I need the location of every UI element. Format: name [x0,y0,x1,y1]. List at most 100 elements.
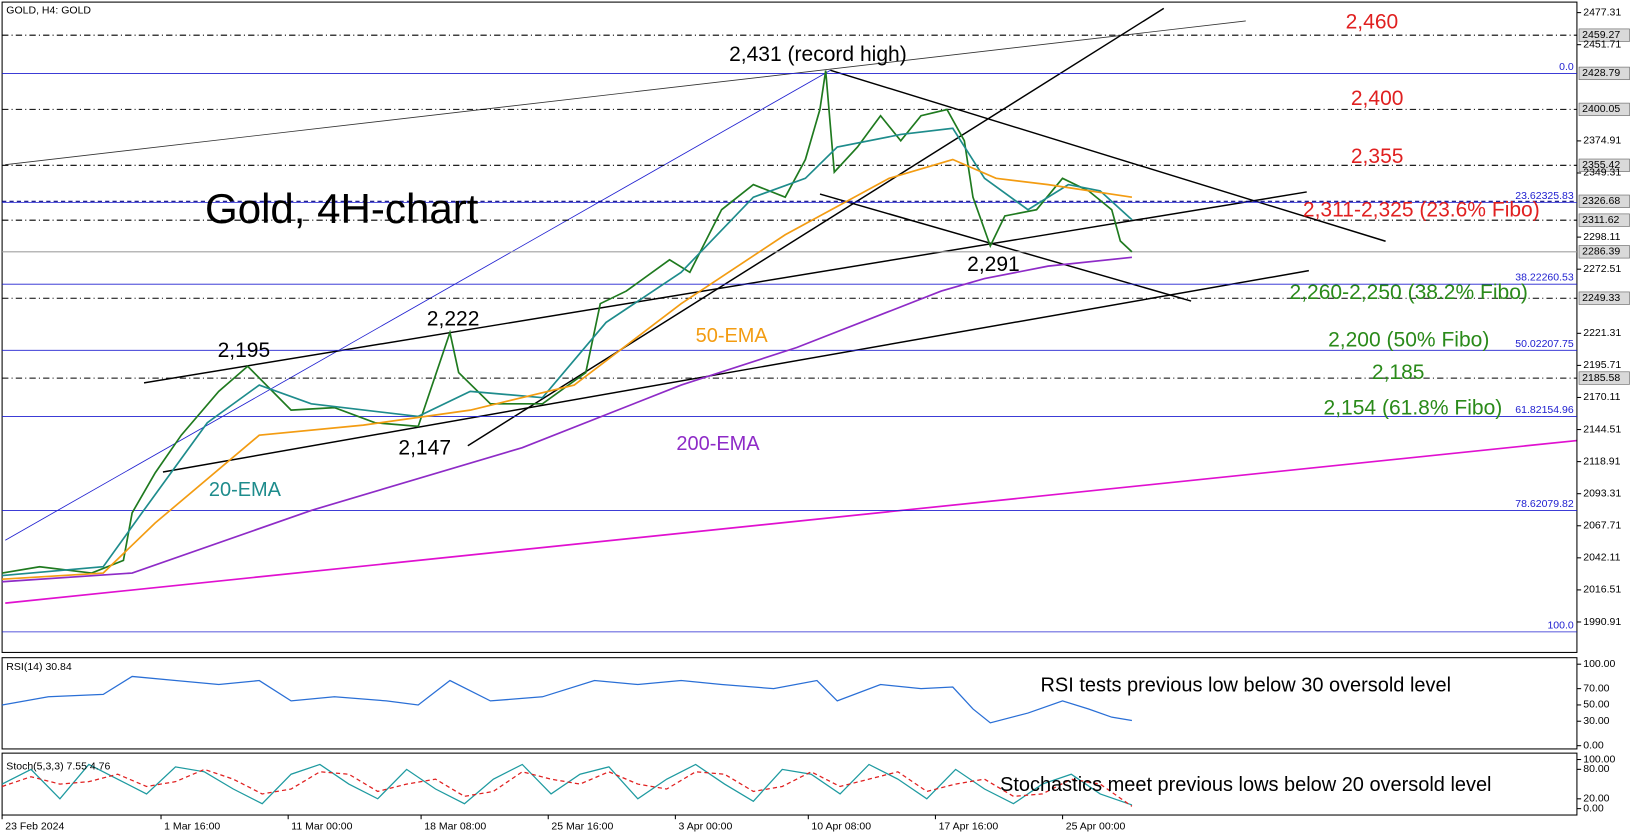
y-tick-label: 2451.71 [1583,38,1621,50]
y-tick-label: 2118.91 [1583,455,1620,467]
level-box [1578,291,1630,305]
y-tick-label: 0.00 [1583,802,1604,814]
series-line [2,127,1133,577]
chart-heading: Gold, 4H-chart [205,185,479,232]
level-box [1578,28,1630,42]
trendline [162,269,1309,473]
annotation: 2,291 [967,253,1020,276]
y-tick-label: 2374.91 [1583,135,1621,147]
series-label: 50-EMA [696,325,769,347]
y-tick-label: 2144.51 [1583,423,1621,435]
x-tick-label: 25 Apr 00:00 [1066,820,1126,832]
annotation: 2,154 (61.8% Fibo) [1324,397,1503,420]
level-box [1578,213,1630,227]
x-tick-label: 11 Mar 00:00 [291,820,352,832]
fibo-label: 61.82154.96 [1515,404,1574,416]
level-box [1578,66,1630,81]
y-tick-label: 100.00 [1583,658,1615,670]
y-tick-label: 2272.51 [1583,263,1621,275]
y-tick-label: 30.00 [1583,715,1609,727]
level-label: 2249.33 [1582,292,1620,304]
y-tick-label: 2298.11 [1583,231,1620,243]
y-tick-label: 2349.31 [1583,167,1621,179]
annotation: 2,200 (50% Fibo) [1328,328,1489,351]
series-line [1,763,1133,806]
y-tick-label: 2093.31 [1583,487,1621,499]
annotation: 2,431 (record high) [729,43,907,66]
y-tick-label: 2042.11 [1583,552,1620,564]
panel-note: RSI tests previous low below 30 oversold… [1041,674,1451,696]
annotation: 2,400 [1351,87,1404,110]
series-line [1,70,1133,574]
y-tick-label: 2067.71 [1583,520,1621,532]
y-tick-label: 2016.51 [1583,584,1621,596]
level-label: 2355.42 [1582,159,1620,171]
x-tick-label: 10 Apr 08:00 [811,820,871,832]
level-label: 2286.39 [1582,246,1620,258]
series-line [1,675,1133,724]
fibo-label: 78.62079.82 [1515,498,1574,510]
y-tick-label: 2477.31 [1583,6,1621,18]
trendline [143,191,1307,384]
panel-title: RSI(14) 30.84 [6,661,72,673]
level-box [1578,158,1630,172]
x-tick-label: 25 Mar 16:00 [551,820,613,832]
panel-note: Stochastics meet previous lows below 20 … [1000,774,1491,796]
x-tick-label: 17 Apr 16:00 [939,820,999,832]
fibo-label: 0.0 [1559,61,1574,73]
panel-title: GOLD, H4: GOLD [6,4,91,16]
level-label: 2185.58 [1582,372,1620,384]
level-box [1578,102,1630,117]
level-box [1578,194,1630,208]
x-tick-label: 23 Feb 2024 [5,820,64,832]
level-label: 2428.79 [1582,67,1620,79]
annotation: 2,460 [1346,11,1399,34]
level-box [1578,371,1630,385]
level-label: 2326.68 [1582,195,1620,207]
y-tick-label: 80.00 [1583,763,1609,775]
annotation: 2,222 [427,307,480,330]
y-tick-label: 1990.91 [1583,616,1621,628]
annotation: 2,147 [398,437,451,460]
trendline [830,69,1386,242]
annotation: 2,185 [1372,361,1425,384]
series-label: 20-EMA [209,479,282,501]
x-tick-label: 3 Apr 00:00 [679,820,733,832]
level-box [1578,245,1630,259]
annotation: 2,355 [1351,145,1404,168]
x-tick-label: 18 Mar 08:00 [424,820,486,832]
annotation: 2,311-2,325 (23.6% Fibo) [1303,198,1540,221]
fibo-label: 100.0 [1547,619,1573,631]
trendline [5,20,1246,166]
trendline [5,439,1578,604]
y-tick-label: 0.00 [1583,739,1604,751]
x-tick-label: 1 Mar 16:00 [164,820,220,832]
fibo-label: 50.02207.75 [1515,338,1574,350]
annotation: 2,195 [218,339,271,362]
y-tick-label: 50.00 [1583,699,1609,711]
series-label: 200-EMA [676,433,760,455]
level-label: 2459.27 [1582,29,1620,41]
fibo-label: 38.22260.53 [1515,272,1574,284]
level-label: 2311.62 [1582,214,1619,226]
y-tick-label: 2170.11 [1583,391,1620,403]
series-line [2,158,1133,581]
trendlines [5,7,1578,604]
trendline [467,7,1165,447]
fibo-label: 23.62325.83 [1515,190,1574,202]
panel-frame [1,657,1578,750]
trendline [819,193,1192,302]
level-label: 2400.05 [1582,103,1620,115]
y-tick-label: 20.00 [1583,793,1609,805]
y-tick-label: 2195.71 [1583,359,1621,371]
series-line [2,256,1133,583]
panel-title: Stoch(5,3,3) 7.55 4.76 [6,761,110,773]
y-tick-label: 70.00 [1583,682,1609,694]
annotation: 2,260-2,250 (38.2% Fibo) [1290,281,1528,304]
y-tick-label: 2221.31 [1583,327,1621,339]
fibo-trendline [5,69,831,541]
panel-frame [1,1,1578,653]
